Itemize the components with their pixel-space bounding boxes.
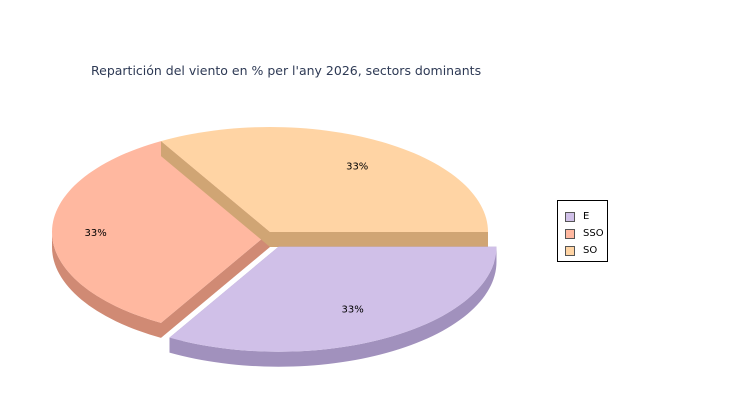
legend-label: SSO — [583, 228, 604, 239]
pie-slice-e — [169, 246, 497, 367]
slice-top — [169, 246, 497, 352]
legend-swatch — [565, 211, 575, 222]
data-label-so: 33% — [346, 161, 368, 172]
legend-swatch — [565, 228, 575, 239]
slice-top — [161, 127, 488, 232]
slice-edge-face — [270, 232, 488, 247]
data-label-e: 33% — [342, 305, 364, 316]
slice-edge-face — [161, 141, 270, 247]
data-label-sso: 33% — [84, 228, 106, 239]
slice-side — [169, 246, 497, 367]
slice-edge-face — [161, 232, 270, 338]
legend-swatch — [565, 245, 575, 256]
legend-item-so: SO — [558, 242, 607, 259]
slice-side — [51, 232, 161, 338]
legend: E SSO SO — [557, 200, 608, 262]
legend-item-sso: SSO — [558, 225, 607, 242]
legend-item-e: E — [558, 208, 607, 225]
chart-title: Repartición del viento en % per l'any 20… — [91, 63, 482, 78]
pie-slice-so — [161, 127, 488, 247]
legend-label: E — [583, 211, 590, 222]
legend-label: SO — [583, 245, 598, 256]
